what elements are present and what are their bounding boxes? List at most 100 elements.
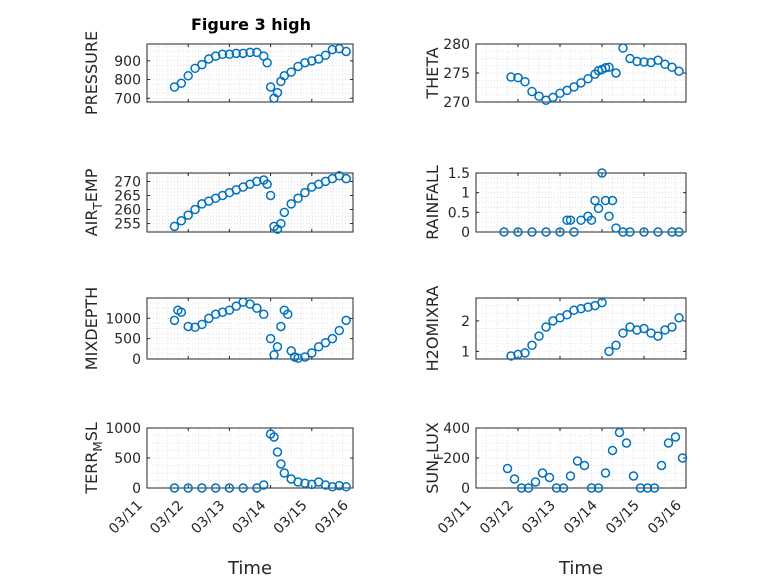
data-point	[530, 477, 541, 487]
data-point	[642, 483, 653, 493]
data-point	[183, 321, 193, 332]
y-tick-label: 1.5	[448, 166, 470, 182]
data-point	[527, 227, 537, 237]
y-tick-label: 200	[443, 451, 470, 467]
y-tick-label: 0.5	[448, 205, 470, 221]
data-point	[541, 227, 551, 237]
y-tick-label: 1	[461, 186, 470, 202]
data-point	[224, 49, 235, 60]
data-point	[513, 227, 523, 237]
data-point	[649, 483, 660, 493]
y-axis-label: SUNFLUX	[423, 422, 446, 494]
figure-title: Figure 3 high	[191, 15, 311, 34]
data-point	[262, 179, 272, 189]
data-point	[499, 227, 509, 237]
data-point	[224, 305, 235, 315]
data-point	[183, 71, 193, 81]
axes-frame	[146, 297, 354, 360]
data-point	[520, 348, 530, 358]
data-point	[334, 325, 345, 336]
data-point	[639, 227, 649, 237]
y-tick-label: 270	[443, 95, 470, 111]
x-tick-label: 03/14	[230, 497, 270, 537]
data-point	[674, 313, 684, 323]
data-point	[341, 315, 351, 326]
data-point	[523, 483, 534, 493]
data-point	[604, 346, 614, 357]
data-point	[327, 44, 338, 55]
data-point	[576, 215, 586, 225]
data-point	[632, 325, 642, 335]
data-point	[635, 483, 646, 493]
data-point	[677, 453, 688, 463]
axes-frame	[475, 297, 687, 360]
data-point	[586, 483, 597, 493]
data-point	[565, 471, 576, 481]
data-point	[558, 483, 569, 493]
y-tick-label: 0	[132, 481, 141, 497]
data-point	[597, 297, 607, 308]
data-point	[293, 193, 303, 204]
data-point	[313, 342, 324, 352]
data-point	[562, 215, 572, 225]
y-tick-label: 800	[114, 73, 141, 89]
x-tick-label: 03/16	[312, 497, 352, 537]
data-point	[262, 57, 272, 68]
data-point	[569, 227, 579, 237]
data-point	[334, 480, 345, 491]
data-point	[663, 438, 674, 448]
data-point	[231, 301, 242, 311]
data-point	[551, 483, 562, 493]
data-point	[597, 168, 607, 178]
data-point	[541, 322, 551, 332]
data-point	[197, 59, 207, 70]
data-point	[293, 353, 303, 363]
data-point	[653, 227, 663, 237]
y-tick-label: 0	[461, 225, 470, 241]
data-point	[653, 55, 663, 65]
y-tick-label: 255	[114, 217, 141, 233]
data-point	[327, 333, 338, 344]
data-point	[513, 72, 523, 83]
data-point	[611, 223, 621, 233]
data-point	[286, 67, 296, 77]
y-tick-label: 1	[461, 344, 470, 360]
data-point	[618, 227, 628, 237]
data-point	[269, 350, 279, 360]
data-point	[231, 48, 242, 59]
axes-frame	[146, 172, 354, 233]
data-point	[197, 319, 207, 330]
data-point	[618, 43, 628, 53]
data-point	[583, 74, 593, 84]
data-point	[258, 480, 269, 490]
y-tick-label: 260	[114, 203, 141, 219]
data-point	[272, 342, 283, 352]
y-tick-label: 1000	[105, 311, 141, 327]
data-point	[618, 328, 628, 338]
data-point	[176, 78, 187, 89]
y-tick-label: 500	[114, 332, 141, 348]
data-point	[176, 216, 187, 226]
data-point	[217, 49, 228, 60]
data-point	[576, 303, 586, 314]
data-point	[544, 472, 555, 483]
data-point	[569, 82, 579, 92]
data-point	[252, 303, 262, 313]
data-point	[169, 315, 180, 326]
data-point	[341, 46, 351, 57]
data-point	[667, 62, 677, 72]
data-point	[238, 48, 248, 59]
data-point	[176, 307, 187, 317]
data-point	[611, 340, 621, 351]
data-point	[265, 190, 276, 201]
data-point	[590, 195, 600, 206]
data-point	[520, 76, 530, 87]
data-point	[527, 340, 537, 351]
y-axis-label: RAINFALL	[423, 165, 442, 240]
data-point	[238, 483, 248, 493]
data-point	[600, 468, 611, 478]
data-point	[569, 305, 579, 315]
data-point	[639, 57, 649, 67]
